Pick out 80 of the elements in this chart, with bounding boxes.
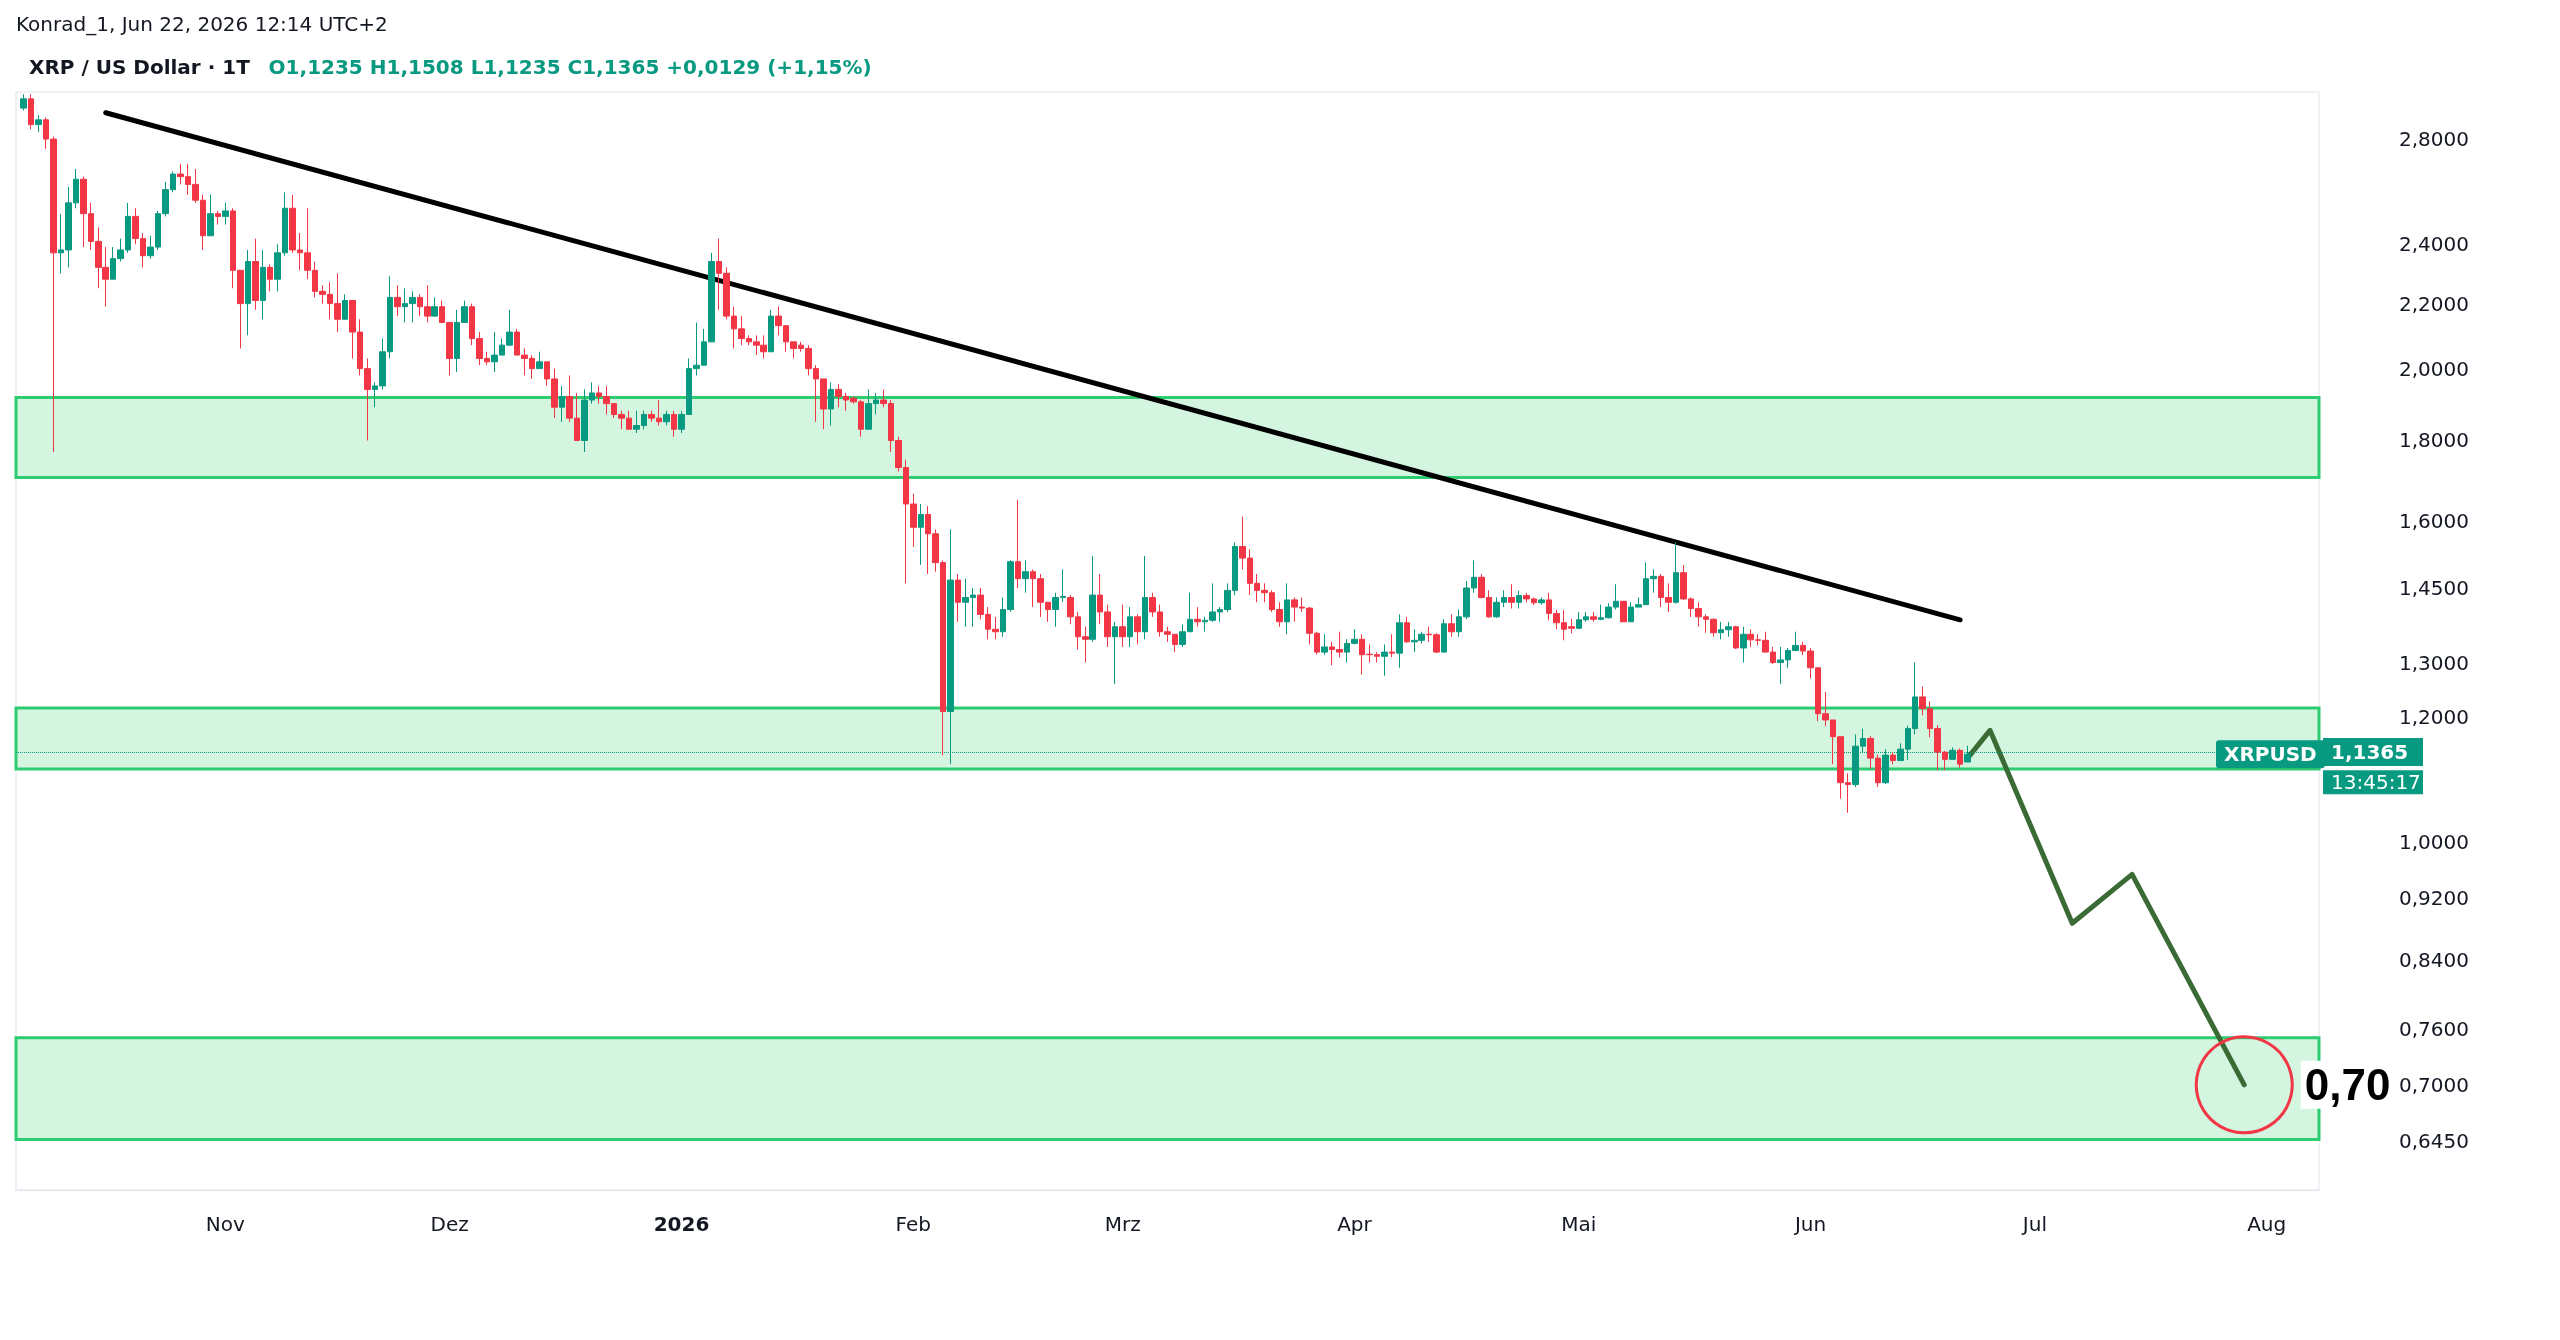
candlestick <box>1620 600 1627 623</box>
candlestick <box>955 573 961 623</box>
candlestick <box>559 385 565 423</box>
x-tick-label: Jun <box>1792 1212 1827 1236</box>
candlestick <box>394 284 401 317</box>
x-tick-label: Mai <box>1561 1212 1597 1236</box>
x-tick-label: Feb <box>895 1212 931 1236</box>
y-tick-label: 1,0000 <box>2399 829 2469 854</box>
candlestick <box>1284 582 1290 635</box>
candlestick <box>35 114 42 133</box>
candlestick <box>1957 748 1963 769</box>
x-tick-label: Apr <box>1337 1212 1373 1236</box>
candlestick <box>1015 499 1021 589</box>
candlestick <box>1089 555 1096 643</box>
y-tick-label: 0,8400 <box>2399 948 2469 973</box>
candlestick <box>267 263 273 292</box>
y-tick-label: 0,7000 <box>2399 1072 2469 1097</box>
candlestick <box>536 351 543 370</box>
candlestick <box>1538 596 1545 606</box>
candlestick <box>1890 751 1896 765</box>
candlestick <box>431 296 438 317</box>
candlestick <box>1194 606 1201 628</box>
candlestick <box>1142 555 1148 640</box>
y-tick-label: 2,2000 <box>2399 291 2469 316</box>
candlestick <box>215 210 221 226</box>
candlestick <box>1134 613 1141 645</box>
candlestick <box>1590 611 1597 623</box>
candlestick <box>1508 583 1515 610</box>
y-tick-label: 1,8000 <box>2399 428 2469 453</box>
candlestick <box>1404 616 1410 644</box>
candlestick <box>1381 643 1388 677</box>
x-tick-label: 2026 <box>653 1212 710 1236</box>
candlestick <box>1321 633 1328 656</box>
y-tick-label: 1,2000 <box>2399 705 2469 730</box>
candlestick <box>20 93 27 111</box>
candlestick <box>252 238 259 311</box>
ref-line-label: 1,1365 <box>2331 740 2409 765</box>
candlestick <box>1441 618 1447 653</box>
candlestick <box>1516 590 1522 610</box>
candlestick <box>1396 613 1403 669</box>
x-tick-label: Aug <box>2247 1212 2287 1236</box>
candlestick <box>1740 626 1747 664</box>
y-tick-label: 2,4000 <box>2399 232 2469 257</box>
y-tick-label: 2,0000 <box>2399 356 2469 381</box>
text: Konrad_1, Jun 22, 2026 12:14 UTC+2 <box>16 12 388 36</box>
y-tick-label: 1,3000 <box>2399 650 2469 675</box>
text: 13:45:17 <box>2331 770 2421 795</box>
y-tick-label: 2,8000 <box>2399 127 2469 152</box>
annotation: XRPUSD <box>2224 742 2317 767</box>
candlestick <box>1448 613 1455 638</box>
y-tick-label: 1,4500 <box>2399 576 2469 601</box>
candlestick <box>1673 542 1679 605</box>
candlestick <box>342 293 348 320</box>
y-tick-label: 0,6450 <box>2399 1128 2469 1153</box>
candlestick <box>671 410 677 438</box>
y-tick-label: 1,6000 <box>2399 508 2469 533</box>
annotation: 0,70 <box>2304 1060 2391 1110</box>
candlestick <box>1119 604 1126 648</box>
candlestick <box>245 249 251 336</box>
candlestick <box>1733 625 1739 650</box>
candlestick <box>768 309 774 353</box>
candlestick <box>260 249 266 320</box>
candlestick <box>1389 633 1395 658</box>
chart-subtitle: O1,1235 H1,1508 L1,1235 C1,1365 +0,0129 (+1,15%) <box>268 55 872 79</box>
candlestick <box>207 194 214 237</box>
candlestick <box>918 503 924 566</box>
y-tick-label: 0,9200 <box>2399 886 2469 911</box>
candlestick <box>222 202 229 226</box>
candlestick <box>28 93 34 130</box>
candlestick <box>1022 559 1029 594</box>
x-tick-label: Dez <box>430 1212 469 1236</box>
candlestick <box>1112 621 1118 685</box>
x-tick-label: Nov <box>205 1212 246 1236</box>
candlestick <box>828 381 834 426</box>
candlestick <box>663 410 670 426</box>
candlestick <box>1127 606 1133 648</box>
x-tick-label: Jul <box>2020 1212 2047 1236</box>
chart-title: XRP / US Dollar · 1T <box>29 55 251 79</box>
y-tick-label: 0,7600 <box>2399 1016 2469 1041</box>
x-tick-label: Mrz <box>1104 1212 1141 1236</box>
